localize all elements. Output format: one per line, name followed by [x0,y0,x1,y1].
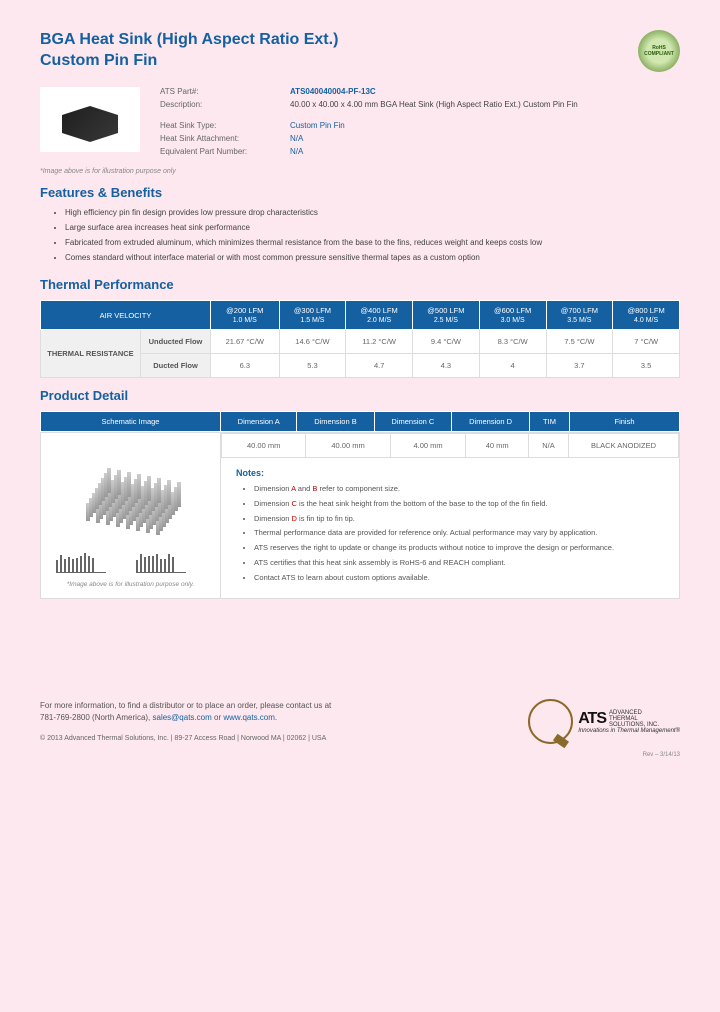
note-item: ATS certifies that this heat sink assemb… [254,558,664,568]
note-item: Dimension C is the heat sink height from… [254,499,664,509]
note-item: Dimension A and B refer to component siz… [254,484,664,494]
side-view-2 [136,548,186,573]
heatsink-illustration [55,97,125,142]
page-header: BGA Heat Sink (High Aspect Ratio Ext.) C… [40,30,680,72]
note-item: ATS reserves the right to update or chan… [254,543,664,553]
footer-contact: For more information, to find a distribu… [40,700,331,745]
part-number: ATS040040004-PF-13C [290,87,376,96]
note-item: Dimension D is fin tip to fin tip. [254,514,664,524]
title-line-1: BGA Heat Sink (High Aspect Ratio Ext.) [40,30,338,51]
thermal-heading: Thermal Performance [40,277,680,292]
note-item: Contact ATS to learn about custom option… [254,573,664,583]
note-item: Thermal performance data are provided fo… [254,528,664,538]
detail-heading: Product Detail [40,388,680,403]
notes-list: Dimension A and B refer to component siz… [254,484,664,582]
spec-label: Description: [160,100,290,109]
ats-logo: ATS ADVANCEDTHERMALSOLUTIONS, INC. Innov… [528,699,680,744]
schematic-image [56,443,206,573]
feature-item: Comes standard without interface materia… [65,253,680,262]
feature-item: Large surface area increases heat sink p… [65,223,680,232]
copyright: © 2013 Advanced Thermal Solutions, Inc. … [40,734,331,745]
ats-company-name: ADVANCEDTHERMALSOLUTIONS, INC. [609,710,659,728]
attachment: N/A [290,134,303,143]
spec-list: ATS Part#:ATS040040004-PF-13C Descriptio… [160,87,680,160]
q-icon [528,699,573,744]
thermal-table: AIR VELOCITY@200 LFM1.0 M/S@300 LFM1.5 M… [40,300,680,378]
detail-header-table: Schematic ImageDimension ADimension BDim… [40,411,680,432]
features-list: High efficiency pin fin design provides … [65,208,680,262]
title-line-2: Custom Pin Fin [40,51,338,72]
description: 40.00 x 40.00 x 4.00 mm BGA Heat Sink (H… [290,100,578,109]
spec-label: Equivalent Part Number: [160,147,290,156]
page-footer: For more information, to find a distribu… [40,699,680,744]
heatsink-type: Custom Pin Fin [290,121,345,130]
detail-body: *Image above is for illustration purpose… [40,432,680,599]
ats-tagline: Innovations in Thermal Management® [578,728,680,734]
product-info: ATS Part#:ATS040040004-PF-13C Descriptio… [40,87,680,160]
dimension-values-table: 40.00 mm40.00 mm4.00 mm40 mmN/ABLACK ANO… [221,433,679,458]
product-image [40,87,140,152]
detail-right-panel: 40.00 mm40.00 mm4.00 mm40 mmN/ABLACK ANO… [221,433,679,598]
image-disclaimer: *Image above is for illustration purpose… [40,168,680,175]
feature-item: Fabricated from extruded aluminum, which… [65,238,680,247]
rohs-badge: RoHS COMPLIANT [638,30,680,72]
ats-mark: ATS [578,710,606,728]
equiv-part: N/A [290,147,303,156]
schematic-panel: *Image above is for illustration purpose… [41,433,221,598]
side-view-1 [56,548,106,573]
notes-section: Notes: Dimension A and B refer to compon… [221,458,679,597]
spec-label: Heat Sink Attachment: [160,134,290,143]
spec-label: Heat Sink Type: [160,121,290,130]
contact-text: For more information, to find a distribu… [40,700,331,724]
schematic-disclaimer: *Image above is for illustration purpose… [67,581,194,588]
page-title: BGA Heat Sink (High Aspect Ratio Ext.) C… [40,30,338,72]
revision: Rev – 3/14/13 [40,752,680,758]
notes-heading: Notes: [236,468,664,478]
spec-label: ATS Part#: [160,87,290,96]
features-heading: Features & Benefits [40,185,680,200]
feature-item: High efficiency pin fin design provides … [65,208,680,217]
